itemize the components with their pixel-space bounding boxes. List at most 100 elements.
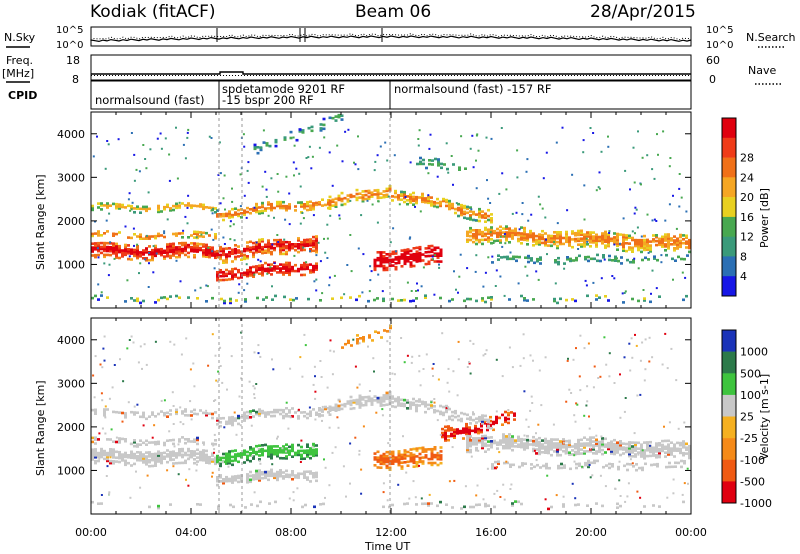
velocity-cell <box>661 445 664 449</box>
power-cell <box>264 261 267 265</box>
power-cell <box>415 246 419 250</box>
power-cell <box>596 253 599 257</box>
power-cell <box>274 140 278 144</box>
power-cell <box>124 251 127 255</box>
velocity-scatter-dot <box>151 436 154 439</box>
velocity-cell <box>103 414 106 417</box>
power-cell <box>385 258 389 262</box>
velocity-scatter-dot <box>623 356 626 359</box>
velocity-cell <box>112 460 115 463</box>
velocity-cell <box>484 444 487 448</box>
colorbar-tick-label: 100 <box>740 389 761 402</box>
power-cell <box>231 277 234 281</box>
power-cell <box>490 226 493 229</box>
velocity-cell <box>598 442 601 446</box>
velocity-cell <box>641 468 644 472</box>
power-cell <box>574 231 577 235</box>
power-cell <box>505 227 508 230</box>
velocity-cell <box>288 445 291 449</box>
velocity-cell <box>492 420 495 424</box>
power-cell <box>506 255 509 259</box>
power-cell <box>303 242 306 246</box>
velocity-cell <box>505 439 508 442</box>
velocity-cell <box>312 408 315 411</box>
velocity-cell <box>465 422 468 426</box>
power-cell <box>568 240 571 243</box>
power-cell <box>406 195 409 198</box>
cpid-label: CPID <box>8 89 37 102</box>
power-cell <box>478 230 481 234</box>
power-cell <box>562 236 565 240</box>
velocity-cell <box>249 454 252 457</box>
power-cell <box>214 207 217 210</box>
power-cell <box>190 204 193 207</box>
power-cell <box>127 204 130 208</box>
velocity-cell <box>258 444 261 447</box>
power-cell <box>148 235 151 238</box>
velocity-cell <box>385 391 389 395</box>
power-cell <box>400 253 404 256</box>
power-cell <box>406 260 410 263</box>
velocity-cell <box>380 336 383 339</box>
power-scatter-dot <box>259 260 262 263</box>
power-scatter-dot <box>328 284 331 287</box>
velocity-scatter-dot <box>358 453 361 456</box>
velocity-scatter-dot <box>182 423 185 426</box>
velocity-cell <box>258 414 261 417</box>
power-cell <box>688 238 691 242</box>
velocity-scatter-dot <box>587 342 590 345</box>
velocity-cell <box>267 447 270 450</box>
power-scatter-dot <box>132 227 135 230</box>
power-cell <box>163 251 166 254</box>
velocity-cell <box>649 446 652 450</box>
velocity-scatter-dot <box>338 400 341 403</box>
power-cell <box>265 144 269 147</box>
velocity-cell <box>447 429 450 432</box>
power-cell <box>219 269 222 272</box>
power-cell <box>315 241 318 244</box>
power-cell <box>274 294 277 298</box>
power-scatter-dot <box>243 145 246 148</box>
velocity-cell <box>575 466 578 470</box>
power-cell <box>535 242 538 246</box>
power-scatter-dot <box>155 252 158 255</box>
power-scatter-dot <box>436 175 439 178</box>
ytick-label: 1000 <box>57 464 85 477</box>
power-scatter-dot <box>475 187 478 190</box>
power-cell <box>553 297 556 301</box>
velocity-cell <box>481 418 484 421</box>
power-cell <box>318 201 321 204</box>
power-scatter-dot <box>302 246 305 249</box>
power-cell <box>649 244 652 247</box>
power-cell <box>463 299 466 303</box>
power-scatter-dot <box>452 183 454 186</box>
velocity-cell <box>574 444 577 448</box>
power-cell <box>505 231 508 234</box>
power-cell <box>300 201 303 204</box>
power-cell <box>346 200 350 203</box>
power-cell <box>228 278 231 281</box>
power-cell <box>373 264 377 268</box>
velocity-cell <box>202 451 205 454</box>
velocity-scatter-dot <box>634 333 636 336</box>
velocity-cell <box>439 500 442 504</box>
velocity-cell <box>178 451 181 455</box>
power-cell <box>652 240 655 243</box>
velocity-cell <box>379 454 383 458</box>
power-scatter-dot <box>474 219 477 222</box>
velocity-cell <box>590 461 593 465</box>
power-cell <box>409 263 413 266</box>
power-cell <box>334 197 338 201</box>
power-cell <box>231 213 234 217</box>
power-cell <box>157 204 160 208</box>
power-cell <box>234 251 237 255</box>
velocity-cell <box>145 455 148 458</box>
power-cell <box>355 298 358 302</box>
power-cell <box>400 249 404 252</box>
power-cell <box>431 159 434 162</box>
velocity-cell <box>486 428 489 432</box>
velocity-cell <box>481 442 484 446</box>
power-cell <box>520 238 523 241</box>
velocity-cell <box>466 446 469 450</box>
power-scatter-dot <box>647 251 650 254</box>
